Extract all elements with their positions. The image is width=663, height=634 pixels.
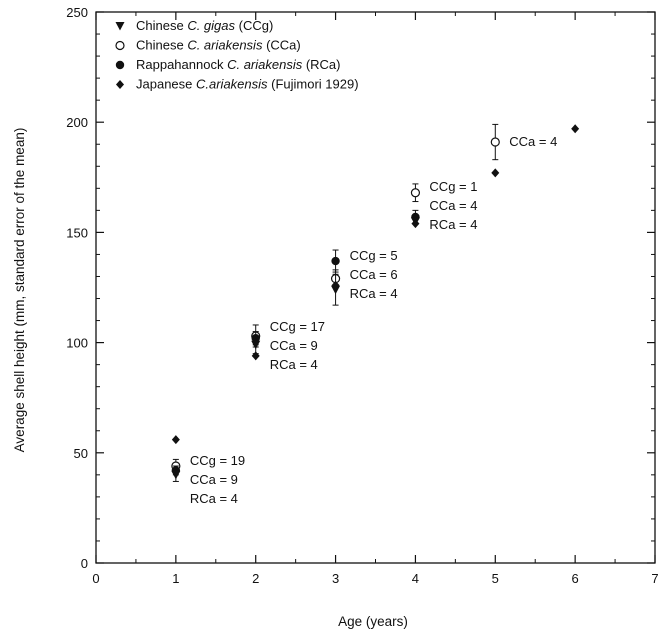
- point-cca: [410, 188, 421, 198]
- legend-marker: [115, 40, 125, 51]
- legend-marker: [115, 22, 125, 31]
- sample-size-label: CCa = 4: [509, 134, 557, 149]
- y-tick-label: 0: [81, 556, 88, 571]
- y-tick-label: 200: [66, 115, 88, 130]
- legend-entry: Chinese C. gigas (CCg): [136, 18, 273, 33]
- x-tick-label: 6: [572, 571, 579, 586]
- y-tick-label: 50: [74, 446, 88, 461]
- sample-size-label: CCa = 9: [270, 338, 318, 353]
- x-tick-label: 0: [92, 571, 99, 586]
- sample-size-label: CCg = 1: [429, 179, 477, 194]
- x-tick-label: 4: [412, 571, 419, 586]
- x-axis-label: Age (years): [338, 614, 408, 629]
- point-ccg: [331, 285, 341, 295]
- sample-size-label: RCa = 4: [190, 491, 238, 506]
- point-japanese: [571, 124, 580, 134]
- legend-marker: [116, 80, 124, 89]
- sample-size-label: CCg = 19: [190, 453, 245, 468]
- point-japanese: [411, 219, 420, 229]
- x-tick-label: 5: [492, 571, 499, 586]
- x-tick-label: 3: [332, 571, 339, 586]
- sample-size-label: RCa = 4: [270, 357, 318, 372]
- x-tick-label: 1: [172, 571, 179, 586]
- sample-size-label: CCg = 17: [270, 319, 325, 334]
- point-japanese: [331, 280, 340, 290]
- legend: Chinese C. gigas (CCg) Chinese C. ariaken…: [115, 18, 359, 92]
- x-tick-label: 2: [252, 571, 259, 586]
- point-ccg: [251, 340, 261, 350]
- y-tick-label: 150: [66, 225, 88, 240]
- point-japanese: [171, 435, 180, 445]
- point-japanese: [251, 351, 260, 361]
- legend-marker: [115, 60, 125, 70]
- point-rca: [331, 256, 340, 266]
- point-cca: [490, 137, 500, 147]
- legend-entry: Japanese C.ariakensis (Fujimori 1929): [136, 77, 359, 92]
- y-tick-label: 250: [66, 5, 88, 20]
- legend-entry: Rappahannock C. ariakensis (RCa): [136, 57, 341, 72]
- legend-entry: Chinese C. ariakensis (CCa): [136, 38, 301, 53]
- sample-size-label: CCa = 6: [350, 267, 398, 282]
- data-marks: [171, 123, 580, 482]
- sample-size-label: CCa = 4: [429, 198, 477, 213]
- annotations: CCg = 19 CCa = 9 RCa = 4 CCg = 17 CCa = 9 RCa…: [190, 134, 557, 506]
- sample-size-label: CCg = 5: [350, 248, 398, 263]
- x-tick-label: 7: [651, 571, 658, 586]
- point-ccg: [171, 470, 181, 480]
- y-axis-label: Average shell height (mm, standard error…: [12, 128, 27, 453]
- sample-size-label: RCa = 4: [429, 217, 477, 232]
- point-japanese: [491, 168, 500, 178]
- sample-size-label: RCa = 4: [350, 286, 398, 301]
- sample-size-label: CCa = 9: [190, 472, 238, 487]
- y-tick-label: 100: [66, 336, 88, 351]
- axes: 0 1 2 3 4 5 6 7 0 50 100 150 200 250: [66, 5, 658, 586]
